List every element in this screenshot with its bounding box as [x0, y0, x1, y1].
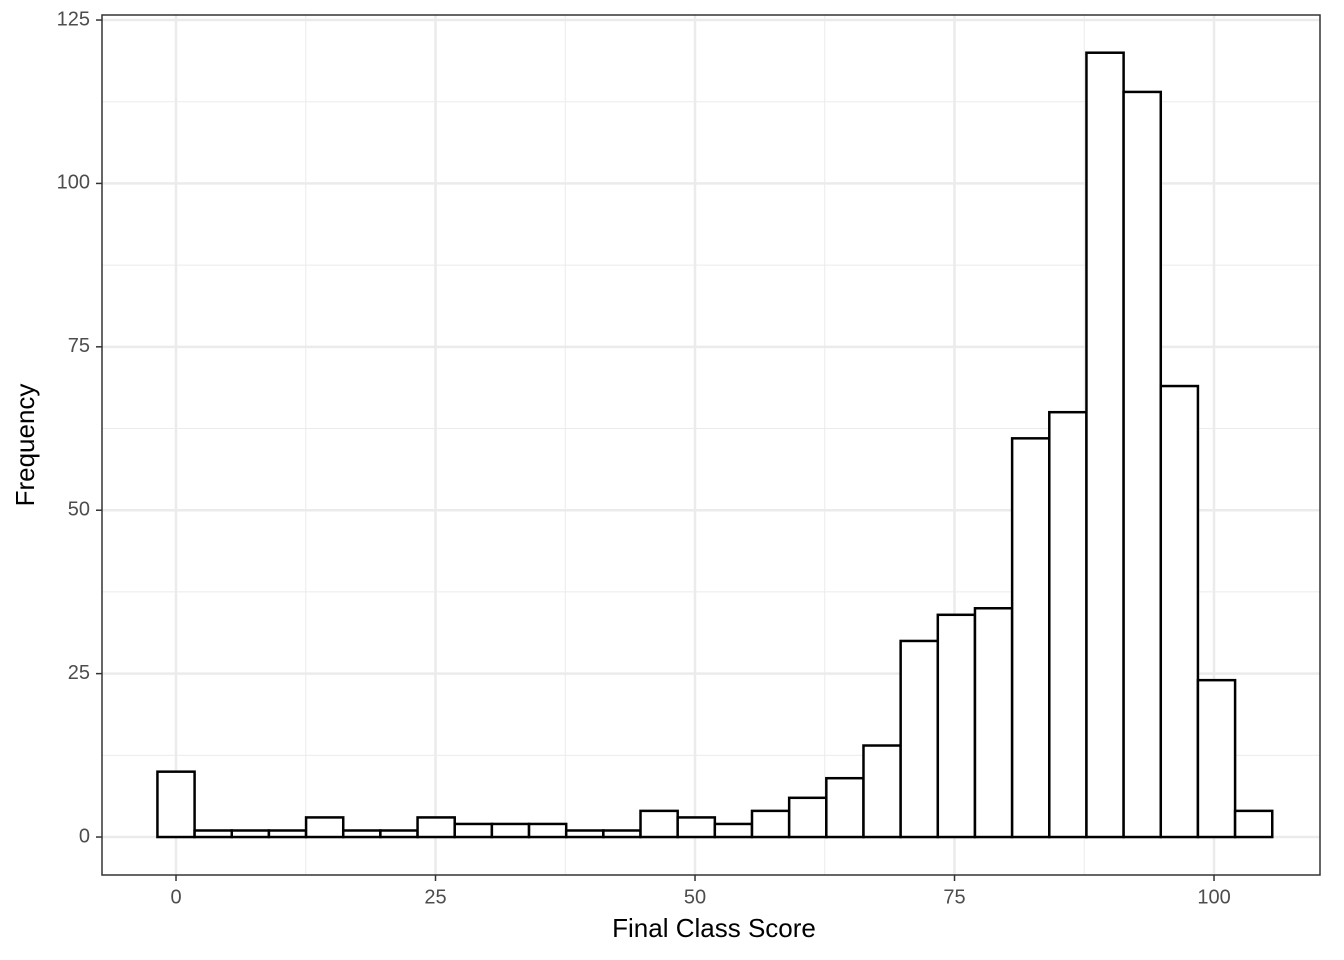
bar [787, 796, 828, 839]
x-tick-label: 25 [424, 886, 446, 908]
y-tick-label: 50 [68, 499, 90, 521]
x-axis-title: Final Class Score [612, 913, 816, 943]
bar [1122, 90, 1163, 839]
bar [267, 829, 308, 839]
bar [527, 822, 568, 839]
y-axis-title: Frequency [10, 384, 40, 507]
bar [936, 613, 977, 839]
bar [1233, 809, 1274, 839]
x-tick-label: 50 [684, 886, 706, 908]
plot-border [101, 14, 1321, 876]
y-tick-label: 125 [57, 8, 90, 30]
bar [676, 816, 717, 839]
bar [564, 829, 605, 839]
bar [193, 829, 234, 839]
bar [862, 744, 902, 839]
bar [1048, 410, 1088, 839]
bar [1010, 437, 1051, 839]
bar [341, 829, 382, 839]
bar [379, 829, 419, 839]
y-tick-label: 75 [68, 335, 90, 357]
x-tick-label: 0 [170, 886, 181, 908]
bar [973, 607, 1014, 839]
bar [899, 639, 940, 839]
x-tick-label: 75 [943, 886, 965, 908]
y-tick-label: 25 [68, 662, 90, 684]
bar [453, 822, 494, 839]
bar [416, 816, 456, 839]
bar [602, 829, 642, 839]
y-tick-label: 100 [57, 172, 90, 194]
bar [230, 829, 271, 839]
y-tick-label: 0 [79, 825, 90, 847]
x-tick-label: 100 [1197, 886, 1230, 908]
bar [713, 822, 754, 839]
bar [156, 770, 196, 839]
bar [639, 809, 679, 839]
bar [825, 776, 865, 839]
bar [1196, 678, 1237, 839]
bar [490, 822, 531, 839]
bar [1085, 51, 1125, 839]
bar [1159, 384, 1200, 839]
bar [304, 816, 345, 839]
bar [750, 809, 791, 839]
